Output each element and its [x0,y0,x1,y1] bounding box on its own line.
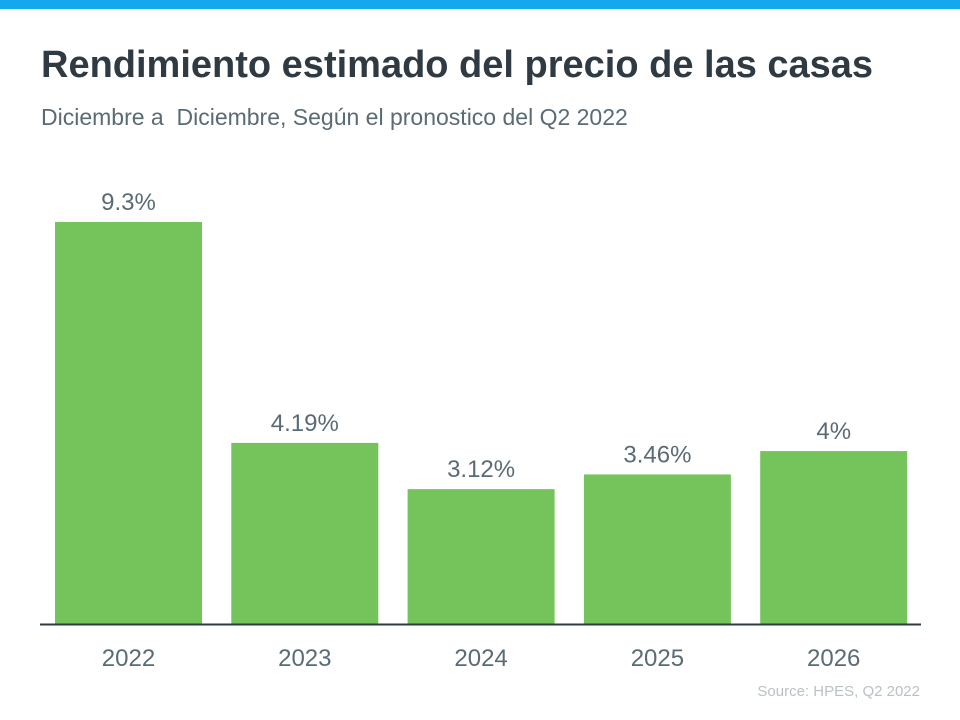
bar-2026 [760,451,908,624]
source-note: Source: HPES, Q2 2022 [757,683,920,700]
chart-title: Rendimiento estimado del precio de las c… [41,44,874,86]
bar-2023 [231,442,379,624]
data-label: 4.19% [271,410,339,437]
top-accent-bar [0,0,960,9]
x-tick-label: 2023 [278,645,331,672]
data-label: 3.46% [623,441,691,468]
bar-2025 [583,474,731,624]
x-tick-label: 2026 [807,645,860,672]
x-tick-label: 2025 [631,645,684,672]
chart-subtitle: Diciembre a Diciembre, Según el pronosti… [41,104,628,130]
data-label: 3.12% [447,456,515,483]
data-label: 4% [816,418,851,445]
bar-2022 [55,222,202,624]
bar-2024 [407,489,555,624]
x-tick-label: 2022 [102,645,155,672]
data-label: 9.3% [101,189,156,216]
x-tick-label: 2024 [454,645,507,672]
